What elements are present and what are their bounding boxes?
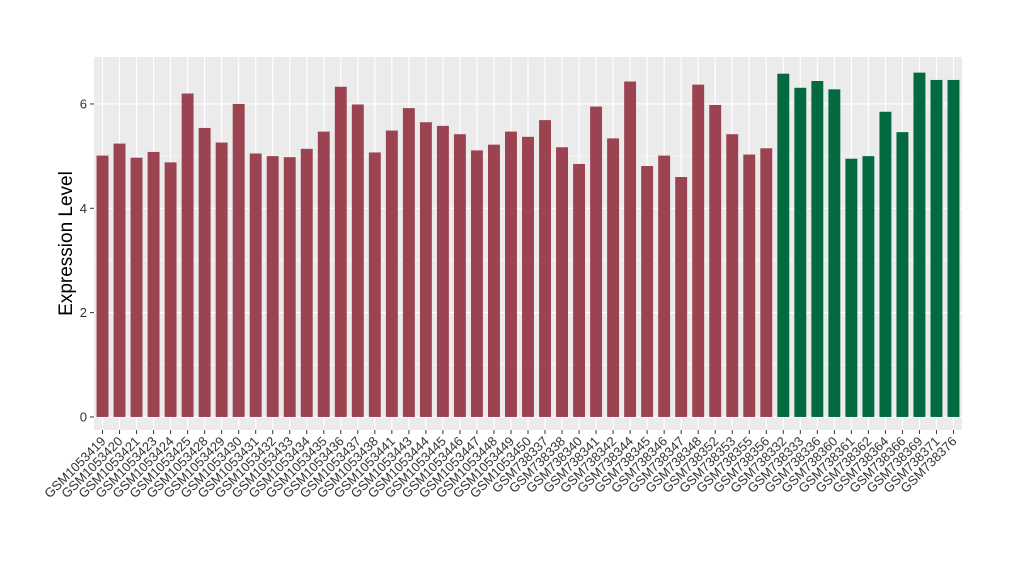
- bar-GSM1053433: [283, 157, 296, 417]
- bar-GSM1053449: [505, 131, 517, 417]
- bar-GSM1053430: [232, 103, 245, 417]
- y-tick-label: 0: [80, 409, 87, 424]
- bar-GSM738364: [879, 111, 892, 417]
- bar-GSM738332: [777, 73, 790, 417]
- bar-GSM738360: [828, 89, 841, 417]
- bar-GSM1053441: [385, 130, 398, 417]
- bar-GSM738336: [811, 80, 824, 417]
- y-tick-label: 6: [80, 96, 87, 111]
- bars: [96, 72, 960, 417]
- bar-GSM738338: [556, 147, 568, 417]
- bar-GSM738352: [709, 104, 722, 417]
- bar-GSM1053429: [215, 142, 228, 417]
- bar-GSM1053445: [436, 125, 449, 417]
- bar-GSM1053419: [96, 155, 109, 417]
- bar-GSM1053420: [113, 143, 126, 417]
- bar-GSM738340: [573, 163, 586, 417]
- bar-GSM738361: [845, 158, 858, 417]
- bar-GSM738346: [658, 155, 671, 417]
- bar-GSM738355: [743, 154, 756, 417]
- bar-GSM1053435: [317, 131, 330, 417]
- bar-GSM1053425: [181, 93, 194, 417]
- bar-GSM738342: [607, 138, 620, 417]
- bar-GSM738348: [692, 84, 705, 417]
- bar-GSM738333: [794, 87, 807, 417]
- bar-GSM738347: [675, 176, 688, 417]
- bar-GSM1053424: [164, 162, 177, 417]
- bar-GSM1053443: [402, 108, 415, 417]
- bar-GSM1053421: [130, 157, 143, 417]
- bar-GSM738371: [930, 79, 943, 417]
- bar-GSM1053438: [368, 152, 381, 417]
- bar-GSM1053436: [334, 86, 347, 417]
- bar-GSM738353: [726, 134, 739, 417]
- bar-GSM738356: [760, 148, 773, 417]
- bar-GSM1053448: [488, 144, 500, 417]
- bar-GSM738344: [624, 81, 637, 417]
- bar-GSM738366: [896, 132, 909, 417]
- bar-GSM1053434: [300, 148, 313, 417]
- y-axis: 0 2 4 6: [80, 96, 94, 424]
- bar-GSM738341: [590, 106, 603, 417]
- bar-GSM1053450: [522, 136, 534, 417]
- bar-GSM1053428: [198, 127, 211, 417]
- bar-GSM1053447: [470, 150, 483, 417]
- bar-GSM738376: [947, 79, 960, 417]
- bar-GSM1053446: [453, 134, 466, 417]
- bar-GSM1053431: [249, 153, 262, 417]
- bar-GSM1053423: [147, 151, 160, 417]
- bar-GSM738345: [641, 166, 654, 417]
- y-tick-label: 4: [80, 201, 87, 216]
- y-tick-label: 2: [80, 305, 87, 320]
- bar-GSM738362: [862, 156, 875, 417]
- x-axis: GSM1053419GSM1053420GSM1053421GSM1053423…: [41, 430, 960, 501]
- y-axis-label: Expression Level: [56, 171, 77, 316]
- bar-GSM1053437: [351, 104, 364, 417]
- bar-GSM1053432: [266, 156, 279, 417]
- bar-GSM738369: [913, 72, 926, 417]
- bar-GSM738337: [539, 120, 551, 417]
- bar-GSM1053444: [419, 122, 432, 417]
